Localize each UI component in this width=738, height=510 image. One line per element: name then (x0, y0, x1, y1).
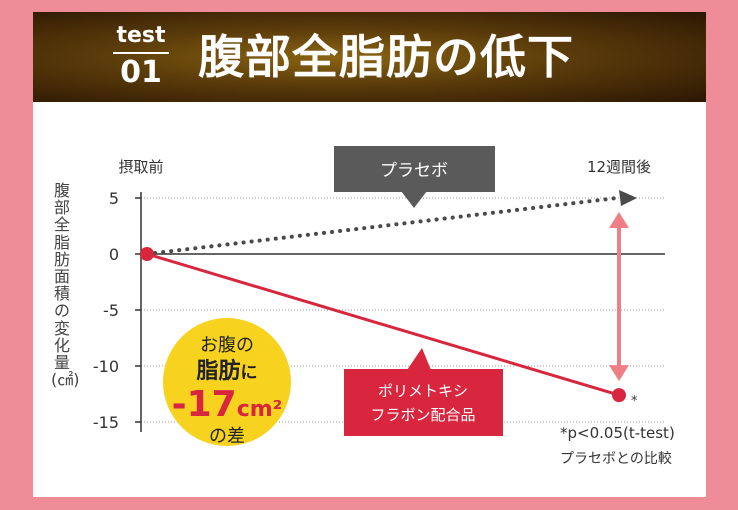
treatment-end-point (612, 388, 626, 403)
placebo-callout-label: プラセボ (380, 161, 448, 181)
significance-mark: * (631, 394, 638, 409)
chart-card: test 01 腹部全脂肪の低下 腹部全脂肪面積の変化量(㎠) 摂取前 12週間後… (33, 12, 706, 497)
y-tick-label: -10 (93, 357, 119, 376)
comparison-note: プラセボとの比較 (560, 451, 672, 467)
y-axis-label: 腹部全脂肪面積の変化量(㎠) (51, 181, 80, 390)
treatment-line (146, 252, 620, 397)
pvalue-note: *p<0.05(t-test) (560, 424, 675, 442)
start-point (140, 247, 154, 261)
y-tick-label: -15 (93, 413, 119, 432)
placebo-callout-box (334, 146, 495, 192)
y-tick-label: 0 (109, 245, 119, 264)
badge-circle (163, 318, 291, 446)
page-title: 腹部全脂肪の低下 (198, 30, 574, 84)
treatment-callout-pointer (407, 348, 431, 370)
difference-arrowhead-down (609, 365, 629, 382)
badge-line-4: の差 (209, 426, 245, 447)
placebo-line (145, 196, 619, 256)
badge-line-1: お腹の (200, 335, 254, 356)
y-tick-label: 5 (109, 189, 119, 208)
badge-value: -17cm² (172, 384, 283, 425)
y-tick-label: -5 (103, 301, 119, 320)
test-divider (113, 52, 169, 54)
placebo-callout-pointer (401, 191, 427, 208)
x-label-0: 摂取前 (118, 158, 163, 176)
treatment-callout-line-1: フラボン配合品 (370, 406, 475, 424)
difference-arrowhead-up (609, 212, 629, 228)
x-label-1: 12週間後 (587, 158, 651, 176)
test-label: test (116, 23, 166, 48)
treatment-callout-line-0: ポリメトキシ (378, 382, 468, 400)
test-number: 01 (120, 55, 162, 90)
badge-line-2: 脂肪に (196, 358, 257, 384)
header-banner: test 01 腹部全脂肪の低下 (33, 12, 706, 102)
placebo-arrowhead (619, 190, 637, 206)
treatment-callout-box (344, 369, 503, 436)
